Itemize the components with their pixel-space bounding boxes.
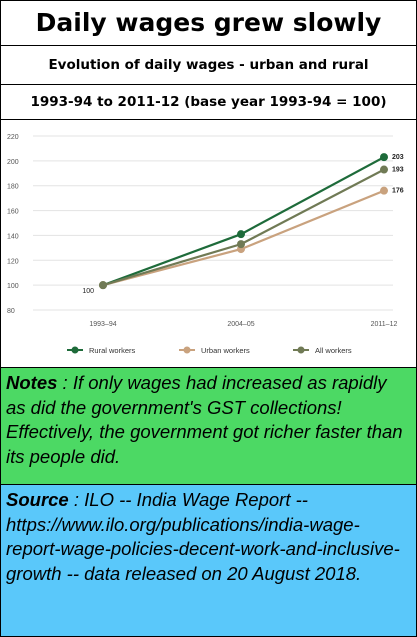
data-point [237, 240, 245, 249]
y-tick-label: 200 [7, 159, 19, 166]
chart-area: 80 100 120 140 160 180 200 220 1993–94 2004–05 20… [1, 120, 416, 368]
legend-marker [297, 346, 305, 354]
series-line-0 [102, 156, 385, 287]
y-tick-label: 80 [7, 308, 15, 315]
source-text: ILO -- India Wage Report -- https://www.… [6, 489, 400, 584]
legend-marker [183, 346, 191, 354]
x-axis-ticks: 1993–94 2004–05 2011–12 [89, 321, 397, 328]
y-tick-label: 100 [7, 283, 19, 290]
legend-label: Rural workers [89, 346, 136, 355]
data-point [380, 165, 388, 174]
data-point [99, 281, 107, 290]
series-line-1 [102, 189, 385, 287]
legend-label: All workers [315, 346, 352, 355]
series-line-2 [102, 168, 385, 287]
x-tick-label: 2011–12 [371, 321, 398, 328]
data-label: 203 [392, 154, 404, 161]
notes-panel: Notes : If only wages had increased as r… [1, 368, 416, 485]
data-point [380, 186, 388, 195]
chart-series [99, 153, 388, 290]
y-tick-label: 180 [7, 184, 19, 191]
source-label: Source [6, 489, 69, 510]
source-separator: : [68, 489, 79, 510]
notes-separator: : [57, 372, 68, 393]
source-panel: Source : ILO -- India Wage Report -- htt… [1, 485, 416, 636]
data-label: 193 [392, 167, 404, 174]
chart-period-subtitle: 1993-94 to 2011-12 (base year 1993-94 = … [1, 85, 416, 120]
legend-marker [71, 346, 79, 354]
y-axis-ticks: 80 100 120 140 160 180 200 220 [7, 134, 19, 315]
data-labels: 100 203 176 193 [82, 154, 403, 295]
y-tick-label: 140 [7, 233, 19, 240]
data-point [237, 230, 245, 239]
line-chart: 80 100 120 140 160 180 200 220 1993–94 2004–05 20… [7, 134, 404, 355]
chart-grid [33, 135, 393, 311]
y-tick-label: 160 [7, 209, 19, 216]
data-point [380, 153, 388, 162]
chart-legend: Rural workers Urban workers All workers [67, 346, 352, 355]
y-tick-label: 120 [7, 258, 19, 265]
notes-text: If only wages had increased as rapidly a… [6, 372, 403, 467]
data-label: 176 [392, 188, 404, 195]
x-tick-label: 2004–05 [227, 321, 254, 328]
data-label: 100 [82, 288, 94, 295]
page-title: Daily wages grew slowly [1, 1, 416, 46]
notes-label: Notes [6, 372, 58, 393]
x-tick-label: 1993–94 [89, 321, 116, 328]
legend-label: Urban workers [201, 346, 250, 355]
y-tick-label: 220 [7, 134, 19, 141]
chart-subtitle: Evolution of daily wages - urban and rur… [1, 46, 416, 85]
